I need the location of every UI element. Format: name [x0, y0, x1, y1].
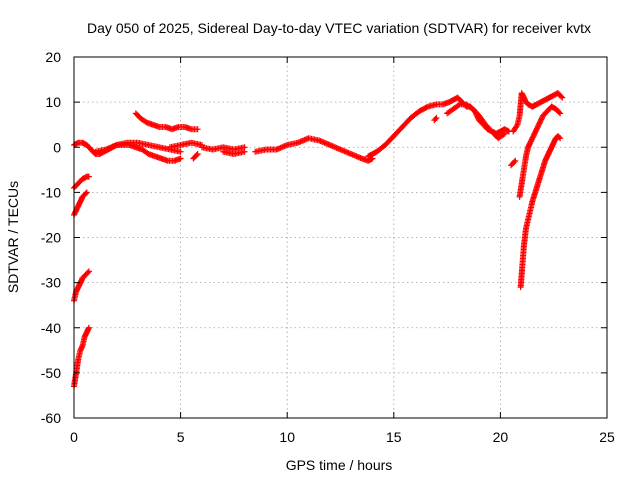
y-tick-label: -20: [41, 230, 61, 246]
series-arc-r: [517, 132, 564, 291]
axis-ticks: 0 5 10 15 20 25 -60 -50 -40 -30 -20 -10 0 10 20: [41, 49, 615, 445]
series-arc-q: [516, 103, 564, 200]
series-arc-b: [71, 268, 92, 304]
data-point-marker: [433, 114, 440, 121]
data-point-marker: [193, 152, 200, 159]
y-tick-label: -30: [41, 275, 61, 291]
data-point-marker: [501, 130, 508, 137]
series-arc-g: [132, 110, 201, 133]
data-point-marker: [557, 135, 564, 142]
data-point-marker: [369, 155, 376, 162]
y-tick-label: 20: [45, 49, 61, 65]
series-arc-h: [166, 139, 205, 151]
series-arc-l: [252, 135, 376, 164]
series-arc-j: [198, 144, 248, 153]
x-tick-label: 10: [279, 429, 295, 445]
y-axis-label: SDTVAR / TECUs: [5, 181, 21, 293]
data-point-marker: [177, 148, 184, 155]
y-tick-label: -50: [41, 365, 61, 381]
data-point-marker: [84, 269, 91, 276]
x-tick-label: 15: [386, 429, 402, 445]
x-axis-label: GPS time / hours: [286, 457, 393, 473]
data-point-marker: [85, 324, 92, 331]
series-arc-k: [220, 148, 248, 158]
data-point-marker: [500, 131, 507, 138]
x-tick-label: 20: [493, 429, 509, 445]
data-point-marker: [432, 116, 439, 123]
data-point-marker: [194, 151, 201, 158]
data-point-marker: [85, 173, 92, 180]
data-point-marker: [558, 93, 565, 100]
y-tick-label: 0: [53, 139, 61, 155]
series-arc-p: [510, 90, 566, 135]
data-point-marker: [82, 190, 89, 197]
data-point-marker: [177, 155, 184, 162]
series-arc-i: [190, 151, 201, 162]
data-point-marker: [85, 268, 92, 275]
data-point-marker: [557, 110, 564, 117]
data-point-marker: [83, 189, 90, 196]
x-tick-label: 0: [70, 429, 78, 445]
data-point-marker: [512, 157, 519, 164]
y-tick-label: -40: [41, 320, 61, 336]
data-point-marker: [513, 123, 520, 130]
y-tick-label: 10: [45, 94, 61, 110]
data-point-marker: [556, 134, 563, 141]
chart-title: Day 050 of 2025, Sidereal Day-to-day VTE…: [87, 20, 591, 36]
data-point-marker: [423, 104, 430, 111]
x-tick-label: 25: [599, 429, 615, 445]
data-point-marker: [455, 102, 462, 109]
series-arc-n: [444, 101, 508, 142]
x-tick-label: 5: [177, 429, 185, 445]
data-point-marker: [559, 94, 566, 101]
series-arc-o: [431, 114, 440, 124]
data-point-marker: [194, 126, 201, 133]
series-arc-s: [508, 157, 519, 169]
data-point-marker: [556, 109, 563, 116]
data-points: [71, 90, 566, 390]
y-tick-label: -60: [41, 410, 61, 426]
y-tick-label: -10: [41, 184, 61, 200]
data-point-marker: [241, 148, 248, 155]
data-point-marker: [511, 158, 518, 165]
